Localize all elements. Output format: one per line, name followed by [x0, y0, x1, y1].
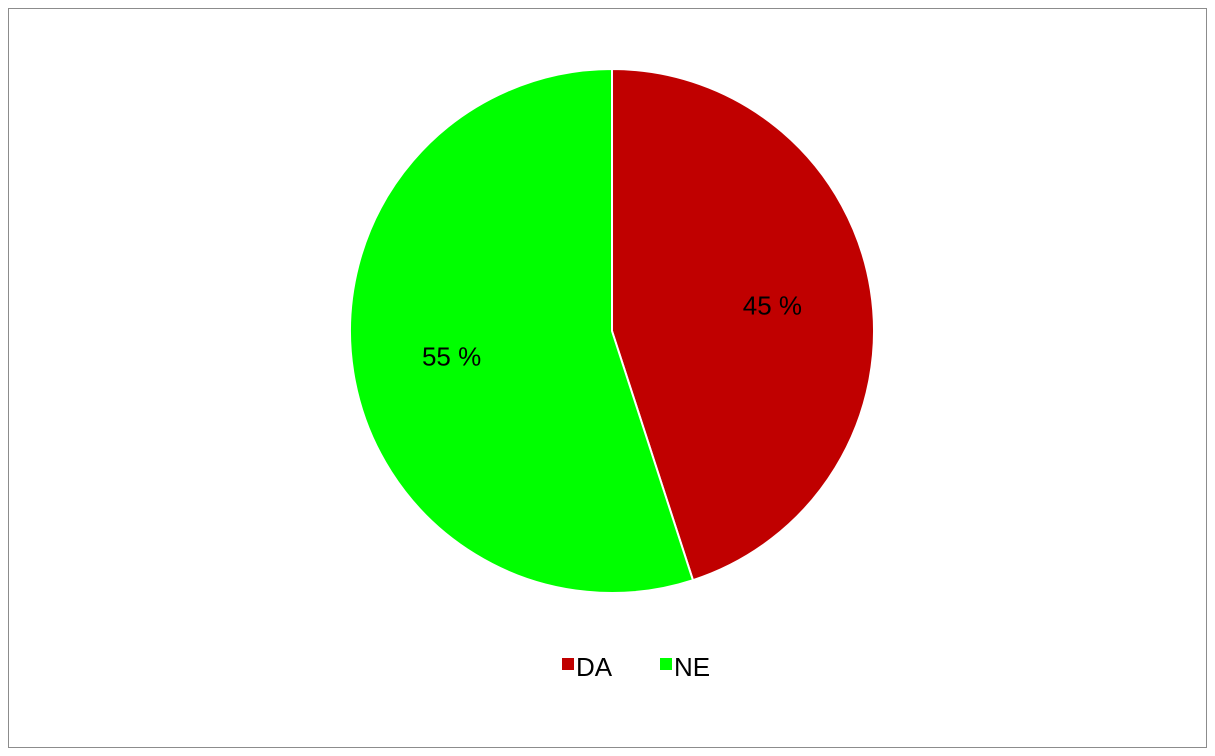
pie-slice-da — [611, 67, 875, 582]
legend-swatch-da — [562, 658, 574, 670]
pie-slice-labels: 45 % 55 % — [422, 291, 802, 372]
legend-label-da: DA — [576, 652, 613, 682]
legend: DA NE — [562, 652, 710, 682]
pie-slice-ne — [349, 67, 695, 594]
legend-swatch-ne — [660, 658, 672, 670]
pie-slices — [349, 67, 875, 594]
data-label-da: 45 % — [743, 291, 802, 321]
data-label-ne: 55 % — [422, 341, 481, 371]
legend-label-ne: NE — [674, 652, 710, 682]
